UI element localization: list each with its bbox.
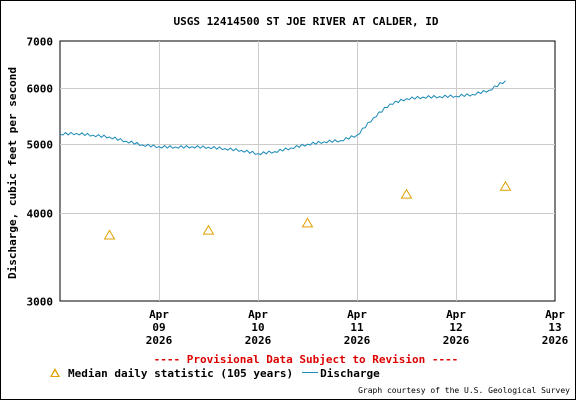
y-axis-label: Discharge, cubic feet per second — [6, 67, 19, 279]
x-axis-ticks: Apr092026Apr102026Apr112026Apr122026Apr1… — [146, 308, 569, 347]
provisional-note: ---- Provisional Data Subject to Revisio… — [154, 353, 459, 366]
median-point — [499, 180, 512, 191]
y-tick-label: 6000 — [27, 83, 54, 96]
x-tick-month: Apr — [347, 308, 367, 321]
x-tick-month: Apr — [149, 308, 169, 321]
usgs-courtesy-note: Graph courtesy of the U.S. Geological Su… — [358, 386, 570, 395]
chart-legend: Median daily statistic (105 years) Disch… — [49, 365, 380, 381]
x-tick-month: Apr — [248, 308, 268, 321]
x-tick-year: 2026 — [344, 334, 371, 347]
y-tick-label: 5000 — [27, 139, 54, 152]
line-swatch-icon — [301, 367, 319, 379]
x-tick-day: 12 — [449, 321, 462, 334]
x-tick-day: 10 — [251, 321, 264, 334]
legend-label-median: Median daily statistic (105 years) — [68, 366, 294, 380]
median-series — [103, 180, 512, 240]
x-tick-month: Apr — [446, 308, 466, 321]
y-tick-label: 3000 — [27, 296, 54, 309]
x-tick-year: 2026 — [443, 334, 470, 347]
y-axis-ticks: 3000 4000 5000 6000 7000 — [27, 36, 54, 309]
median-point — [103, 229, 116, 240]
x-tick-year: 2026 — [245, 334, 272, 347]
median-point — [202, 224, 215, 235]
chart-title: USGS 12414500 ST JOE RIVER AT CALDER, ID — [174, 15, 439, 28]
y-tick-label: 4000 — [27, 208, 54, 221]
x-tick-day: 09 — [152, 321, 165, 334]
median-point — [400, 188, 413, 199]
median-point — [301, 217, 314, 228]
x-tick-month: Apr — [545, 308, 565, 321]
y-tick-label: 7000 — [27, 36, 54, 49]
x-tick-year: 2026 — [146, 334, 173, 347]
x-tick-year: 2026 — [542, 334, 569, 347]
legend-item-median: Median daily statistic (105 years) — [49, 367, 293, 380]
x-tick-day: 11 — [350, 321, 364, 334]
x-tick-day: 13 — [548, 321, 561, 334]
legend-item-discharge: Discharge — [301, 367, 380, 380]
plot-area — [59, 40, 556, 302]
discharge-line — [59, 80, 506, 156]
legend-label-discharge: Discharge — [320, 366, 380, 380]
discharge-series — [59, 80, 506, 156]
triangle-marker-icon — [49, 367, 67, 379]
